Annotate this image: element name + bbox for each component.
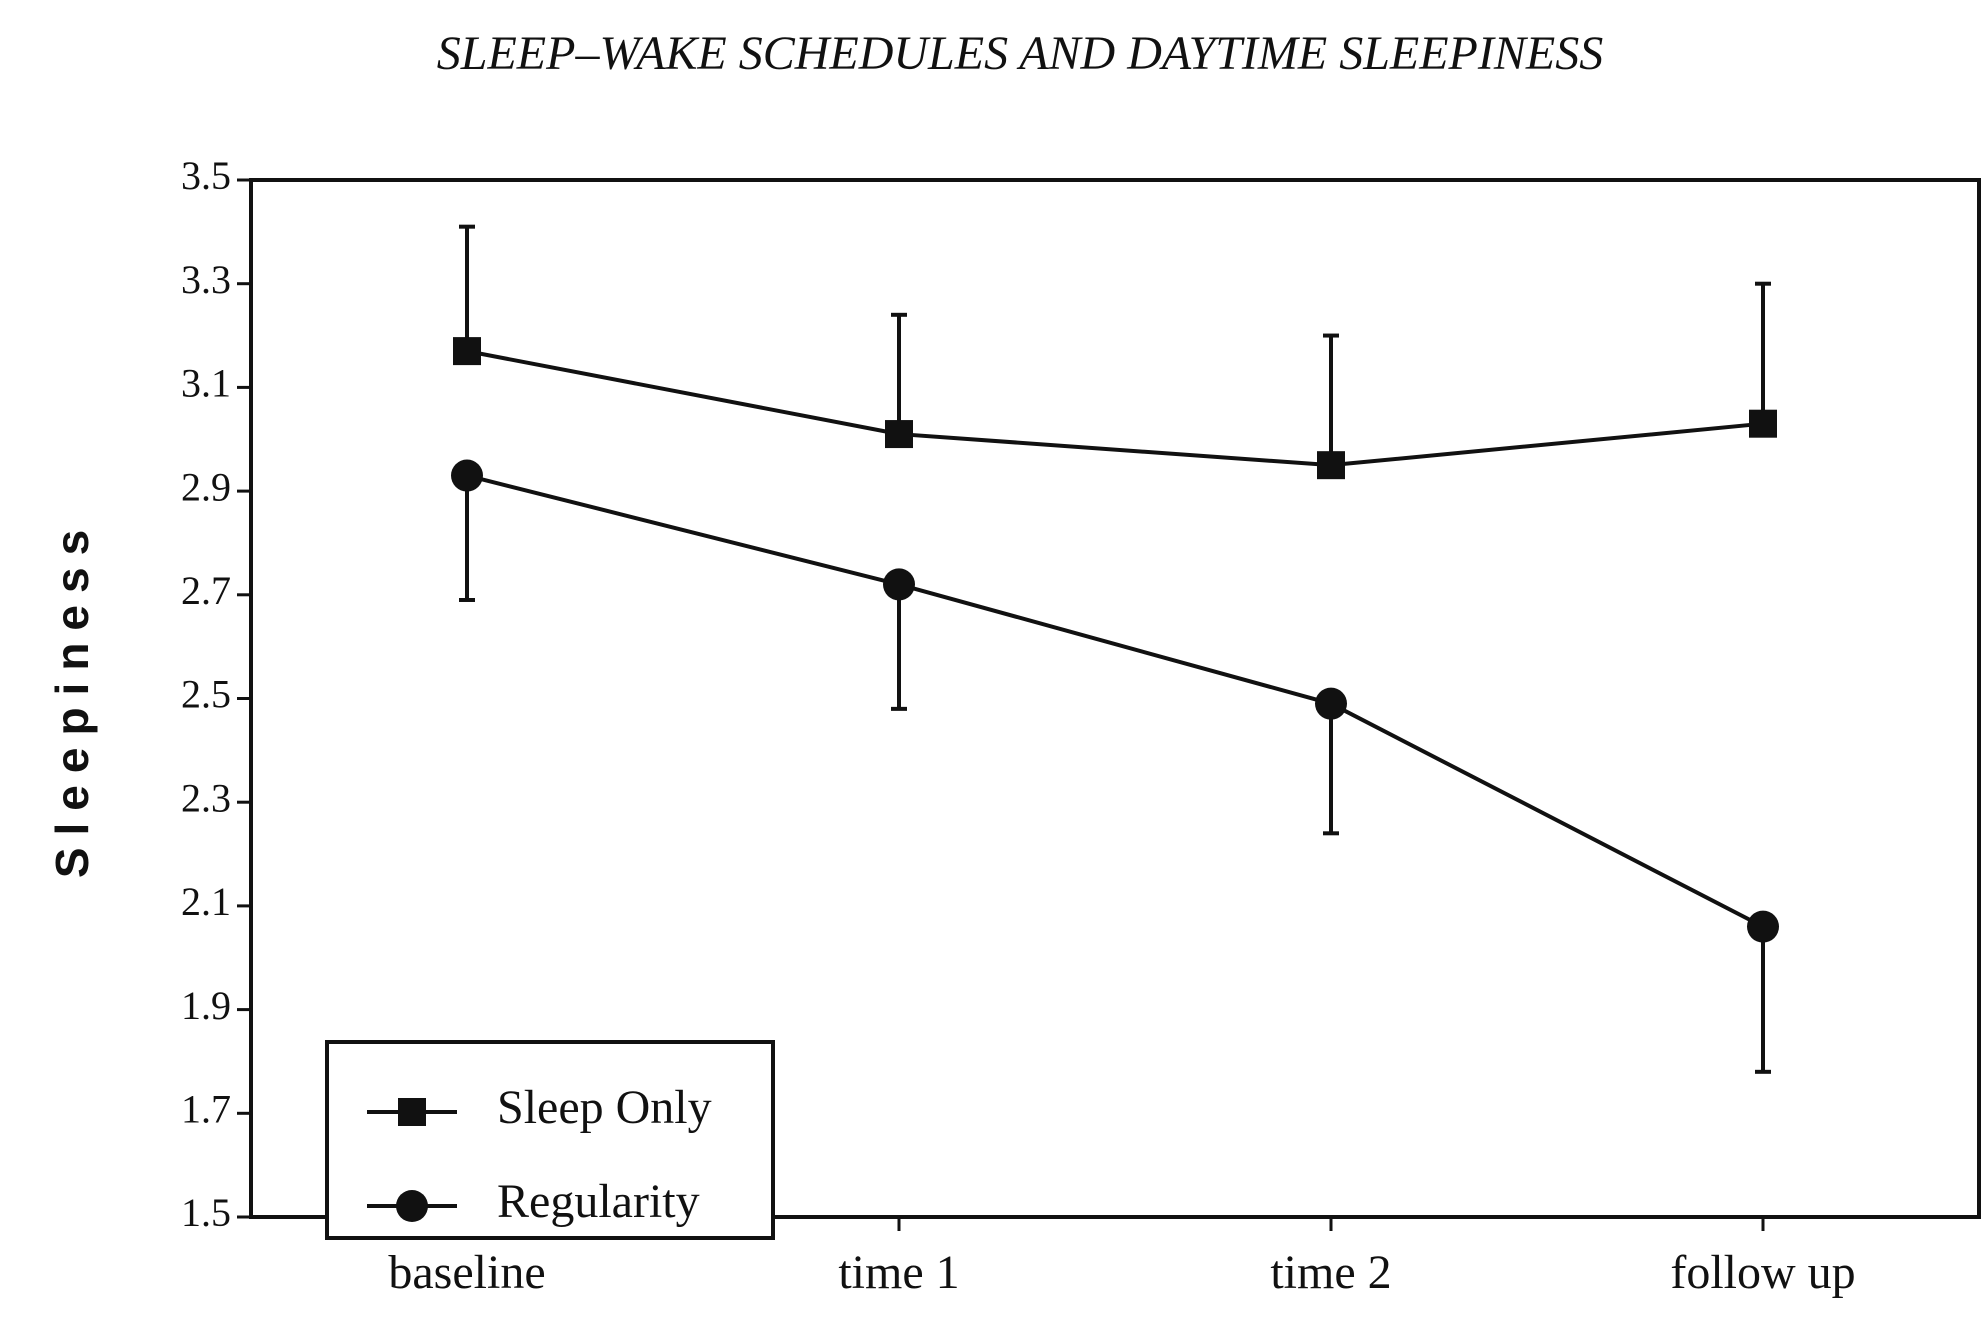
data-point <box>1749 409 1777 438</box>
series-line <box>466 473 1764 929</box>
y-tick-label: 2.3 <box>181 775 231 820</box>
y-tick-label: 1.9 <box>181 983 231 1028</box>
data-point <box>451 459 483 492</box>
y-tick-label: 3.5 <box>181 153 231 198</box>
x-tick-label: follow up <box>1670 1246 1855 1299</box>
x-tick-label: time 2 <box>1270 1246 1391 1299</box>
data-point <box>453 337 481 366</box>
y-tick-label: 1.7 <box>181 1086 231 1131</box>
y-tick-label: 2.1 <box>181 879 231 924</box>
y-tick-label: 2.7 <box>181 568 231 613</box>
data-point <box>1317 451 1345 480</box>
data-point <box>1315 687 1347 720</box>
y-tick-label: 2.5 <box>181 672 231 717</box>
y-tick-label: 1.5 <box>181 1190 231 1235</box>
y-axis-label: Sleepiness <box>46 518 98 878</box>
legend-marker <box>398 1098 426 1126</box>
data-point <box>883 568 915 601</box>
y-tick-label: 3.1 <box>181 361 231 406</box>
data-point <box>1747 910 1779 943</box>
y-tick-label: 3.3 <box>181 257 231 302</box>
legend-marker <box>396 1190 428 1222</box>
x-tick-label: time 1 <box>838 1246 959 1299</box>
legend-label: Sleep Only <box>497 1081 712 1134</box>
x-tick-label: baseline <box>388 1246 545 1299</box>
data-point <box>885 420 913 449</box>
series-line <box>466 349 1764 468</box>
legend-label: Regularity <box>497 1175 700 1228</box>
y-tick-label: 2.9 <box>181 464 231 509</box>
chart-title: SLEEP–WAKE SCHEDULES AND DAYTIME SLEEPIN… <box>437 27 1603 80</box>
